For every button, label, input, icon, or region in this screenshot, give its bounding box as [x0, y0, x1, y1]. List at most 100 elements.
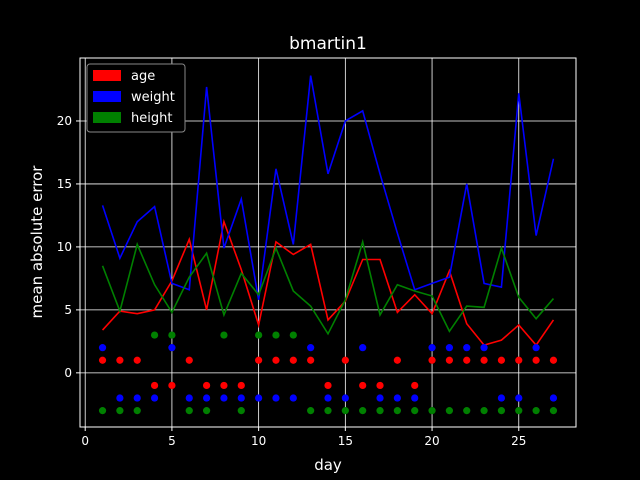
age-dot: [428, 356, 436, 364]
age-dot: [393, 356, 401, 364]
weight-dot: [411, 394, 419, 402]
x-tick-label: 25: [511, 434, 526, 448]
height-dot: [445, 407, 453, 415]
weight-legend-swatch: [93, 91, 121, 102]
weight-dot: [220, 394, 228, 402]
age-dot: [359, 381, 367, 390]
y-tick-label: 5: [64, 303, 72, 317]
y-tick-label: 0: [64, 366, 72, 380]
height-dot: [359, 407, 367, 415]
age-dot: [497, 356, 506, 364]
age-dot: [376, 381, 384, 390]
age-legend-swatch: [93, 70, 121, 81]
x-tick-label: 15: [338, 434, 353, 448]
grid: [80, 58, 576, 427]
age-dot: [445, 356, 453, 364]
weight-dot: [497, 394, 506, 402]
age-dot: [116, 356, 124, 364]
height-dot: [549, 407, 558, 415]
age-dot: [220, 381, 228, 390]
age-dot: [98, 356, 107, 364]
height-dot: [116, 407, 124, 415]
age-legend-label: age: [131, 69, 155, 84]
x-tick-label: 10: [251, 434, 266, 448]
age-dot: [150, 381, 159, 390]
height-dot: [515, 407, 523, 415]
y-tick-label: 20: [57, 114, 72, 128]
weight-dot: [307, 344, 315, 352]
height-dot: [463, 407, 471, 415]
height-legend-label: height: [131, 111, 172, 126]
weight-dot: [272, 394, 280, 402]
height-dot: [203, 407, 211, 415]
height-dot: [307, 407, 315, 415]
height-dot: [480, 407, 488, 415]
series-lines: [101, 75, 555, 347]
height-dot: [393, 407, 401, 415]
height-dot: [376, 407, 384, 415]
weight-dot: [428, 344, 436, 352]
x-axis-label: day: [314, 456, 342, 474]
axis-ticks: 0 5 10 15 20 25 0 5 10 15 20: [57, 114, 527, 448]
age-dot: [341, 356, 349, 364]
x-tick-label: 0: [81, 434, 89, 448]
height-dot: [237, 407, 245, 415]
weight-dot: [255, 394, 263, 402]
plot-frame: [79, 57, 577, 428]
height-dot: [168, 331, 176, 339]
weight-dot: [515, 394, 523, 402]
weight-dot: [133, 394, 141, 402]
height-dot: [411, 407, 419, 415]
weight-dot: [359, 344, 367, 352]
weight-dot: [532, 344, 540, 352]
y-tick-label: 10: [57, 240, 72, 254]
chart-title: bmartin1: [289, 34, 367, 54]
weight-dot: [237, 394, 245, 402]
age-dot: [289, 356, 297, 364]
height-dot: [497, 407, 506, 415]
age-dot: [307, 356, 315, 364]
weight-dot: [549, 394, 558, 402]
age-dot: [185, 356, 193, 364]
height-dot: [220, 331, 228, 339]
age-dot: [255, 356, 263, 364]
height-line: [101, 238, 555, 336]
age-dot: [133, 356, 141, 364]
age-dot: [463, 356, 471, 364]
weight-dot: [393, 394, 401, 402]
height-dot: [532, 407, 540, 415]
weight-dot: [203, 394, 211, 402]
height-dot: [255, 331, 263, 339]
dot-rows: [98, 331, 558, 415]
age-dot: [324, 381, 332, 390]
age-dot: [168, 381, 176, 390]
weight-dot: [463, 344, 471, 352]
weight-dot: [445, 344, 453, 352]
weight-dot: [289, 394, 297, 402]
weight-legend-label: weight: [131, 90, 175, 105]
weight-dot: [168, 344, 176, 352]
age-dot: [237, 381, 245, 390]
legend: age weight height: [86, 63, 186, 133]
age-dot: [549, 356, 558, 364]
age-dot: [272, 356, 280, 364]
x-tick-label: 5: [168, 434, 176, 448]
height-legend-swatch: [93, 112, 121, 123]
age-dot: [203, 381, 211, 390]
height-dot: [341, 407, 349, 415]
weight-dot: [185, 394, 193, 402]
weight-line: [101, 75, 555, 300]
age-dot: [480, 356, 488, 364]
x-tick-label: 20: [424, 434, 439, 448]
weight-dot: [341, 394, 349, 402]
weight-dot: [376, 394, 384, 402]
height-dot: [289, 331, 297, 339]
y-tick-label: 15: [57, 177, 72, 191]
weight-dot: [324, 394, 332, 402]
y-axis-label: mean absolute error: [28, 165, 46, 319]
height-dot: [185, 407, 193, 415]
age-dot: [532, 356, 540, 364]
height-dot: [324, 407, 332, 415]
weight-dot: [150, 394, 159, 402]
height-dot: [428, 407, 436, 415]
